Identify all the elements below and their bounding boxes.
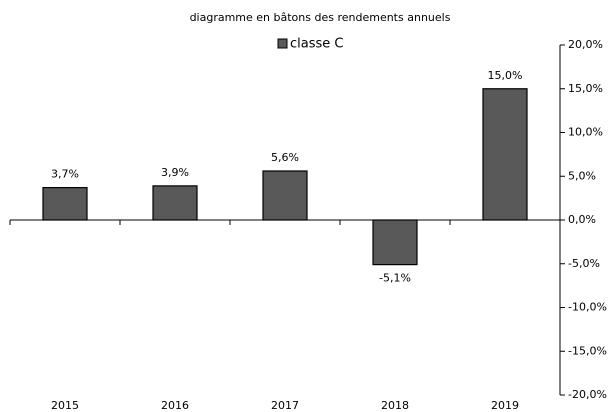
x-tick-label: 2015 bbox=[51, 399, 79, 412]
bar bbox=[262, 170, 308, 221]
legend-swatch bbox=[277, 38, 288, 49]
bar bbox=[42, 187, 88, 221]
value-label: 3,9% bbox=[161, 166, 189, 179]
y-tick-label: 10,0% bbox=[568, 126, 603, 139]
bar bbox=[152, 185, 198, 221]
bar bbox=[482, 88, 528, 221]
y-tick-label: 20,0% bbox=[568, 38, 603, 51]
x-tick-label: 2017 bbox=[271, 399, 299, 412]
legend-label: classe C bbox=[290, 37, 343, 52]
y-tick-label: 0,0% bbox=[568, 213, 596, 226]
value-label: -5,1% bbox=[379, 272, 411, 285]
x-tick-label: 2018 bbox=[381, 399, 409, 412]
y-tick-label: 15,0% bbox=[568, 82, 603, 95]
y-tick-label: -10,0% bbox=[568, 301, 607, 314]
y-tick-label: 5,0% bbox=[568, 169, 596, 182]
x-tick-label: 2019 bbox=[491, 399, 519, 412]
chart-title: diagramme en bâtons des rendements annue… bbox=[190, 11, 451, 24]
bar bbox=[372, 219, 418, 266]
x-tick-label: 2016 bbox=[161, 399, 189, 412]
value-label: 15,0% bbox=[488, 69, 523, 82]
value-label: 3,7% bbox=[51, 168, 79, 181]
y-tick-label: -5,0% bbox=[568, 257, 600, 270]
value-label: 5,6% bbox=[271, 151, 299, 164]
y-tick-label: -15,0% bbox=[568, 344, 607, 357]
y-tick-label: -20,0% bbox=[568, 388, 607, 401]
